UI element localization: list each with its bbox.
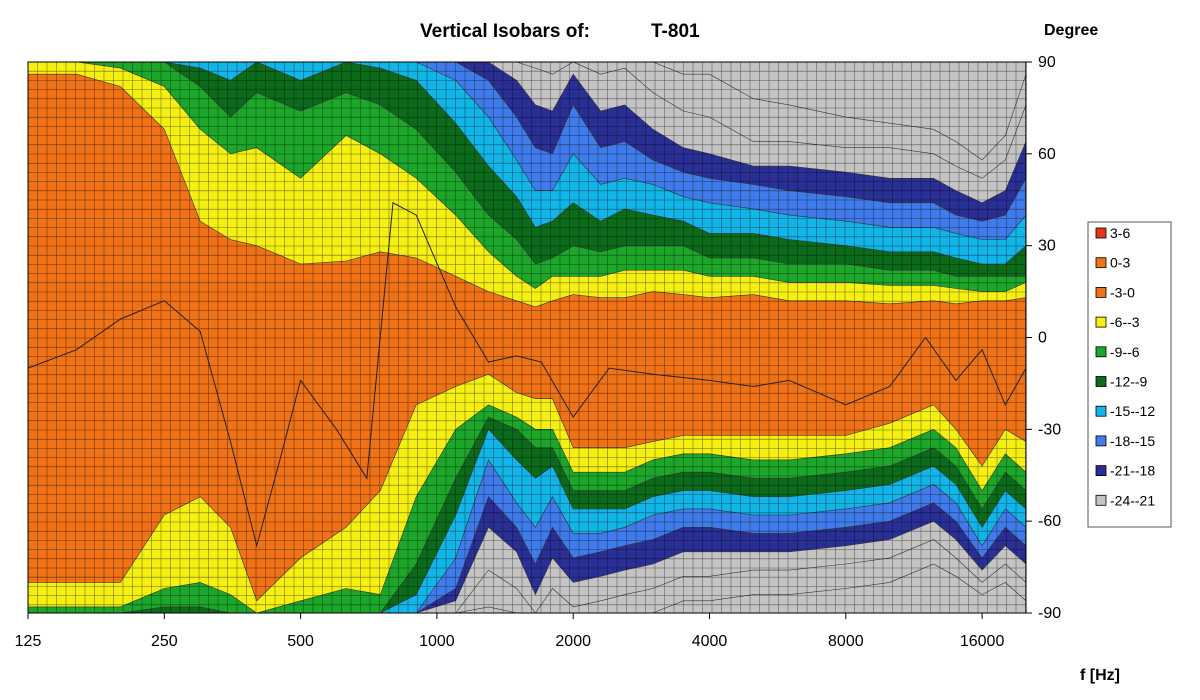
y-tick-label: 90 (1038, 54, 1056, 71)
legend-swatch (1095, 257, 1107, 269)
x-tick-label: 500 (287, 633, 314, 650)
x-tick-label: 4000 (692, 633, 728, 650)
x-tick-label: 1000 (419, 633, 455, 650)
y-tick-label: 0 (1038, 330, 1047, 347)
y-tick-label: 60 (1038, 146, 1056, 163)
chart-title-prefix: Vertical Isobars of: (420, 21, 590, 42)
legend-label: -3-0 (1110, 284, 1135, 300)
legend-swatch (1095, 346, 1107, 358)
minus-3db-line (27, 202, 1027, 548)
legend-swatch (1095, 494, 1107, 506)
legend-swatch (1095, 316, 1107, 328)
chart-title-name: T-801 (651, 21, 700, 42)
x-tick-label: 2000 (555, 633, 591, 650)
y-tick-label: 30 (1038, 238, 1056, 255)
x-tick-label: 250 (151, 633, 178, 650)
legend-swatch (1095, 405, 1107, 417)
legend-label: -18--15 (1110, 433, 1155, 449)
legend-swatch (1095, 227, 1107, 239)
y-tick-label: -90 (1038, 605, 1061, 622)
legend-swatch (1095, 435, 1107, 447)
legend-swatch (1095, 286, 1107, 298)
legend-label: -24--21 (1110, 492, 1155, 508)
y-tick-label: -30 (1038, 421, 1061, 438)
legend-label: -15--12 (1110, 403, 1155, 419)
legend-label: 3-6 (1110, 225, 1130, 241)
x-tick-label: 125 (15, 633, 42, 650)
legend-label: -21--18 (1110, 463, 1155, 479)
y-axis-title: Degree (1044, 22, 1098, 39)
legend-swatch (1095, 465, 1107, 477)
x-tick-label: 16000 (960, 633, 1005, 650)
legend-label: -9--6 (1110, 344, 1140, 360)
legend-label: 0-3 (1110, 255, 1130, 271)
y-tick-label: -60 (1038, 513, 1061, 530)
x-axis-title: f [Hz] (1080, 667, 1120, 684)
legend-label: -6--3 (1110, 314, 1140, 330)
legend-box (1087, 221, 1172, 528)
legend: 3-6 0-3 -3-0 -6--3 -9--6 -12--9 -15--12 -18--15… (1087, 221, 1172, 528)
reference-line-layer (27, 202, 1027, 548)
legend-swatch (1095, 376, 1107, 387)
axis-ticks: 125 250 500 1000 2000 4000 8000 16000 90 60 30 0 -30… (15, 54, 1062, 650)
legend-label: -12--9 (1110, 374, 1148, 390)
x-tick-label: 8000 (828, 633, 864, 650)
